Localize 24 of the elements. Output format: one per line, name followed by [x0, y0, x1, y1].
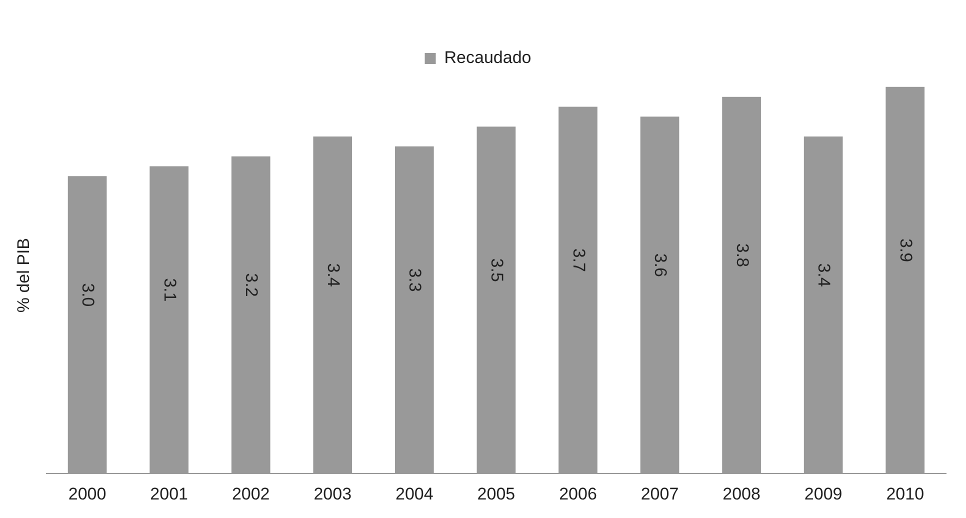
data-label: 3.4	[324, 263, 343, 287]
data-label: 3.4	[814, 263, 834, 287]
x-tick-label: 2008	[722, 484, 760, 504]
x-tick-label: 2000	[68, 484, 106, 504]
data-label: 3.2	[242, 273, 262, 297]
data-label: 3.8	[732, 243, 752, 268]
data-label: 3.0	[78, 283, 98, 307]
x-tick-label: 2003	[314, 484, 352, 504]
x-tick-label: 2002	[232, 484, 270, 504]
data-label: 3.7	[569, 248, 588, 272]
data-label: 3.1	[160, 278, 180, 302]
x-tick-label: 2009	[804, 484, 842, 504]
x-tick-label: 2007	[640, 484, 679, 504]
x-tick-label: 2001	[150, 484, 188, 504]
x-tick-label: 2010	[886, 484, 924, 504]
y-axis-title: % del PIB	[14, 238, 33, 313]
data-label: 3.9	[896, 238, 916, 262]
x-tick-label: 2005	[477, 484, 516, 504]
data-label: 3.6	[651, 253, 670, 277]
data-label: 3.5	[488, 258, 507, 282]
x-tick-label: 2004	[396, 484, 434, 504]
data-label: 3.3	[406, 268, 425, 292]
x-tick-label: 2006	[559, 484, 597, 504]
legend-label: Recaudado	[444, 48, 532, 68]
